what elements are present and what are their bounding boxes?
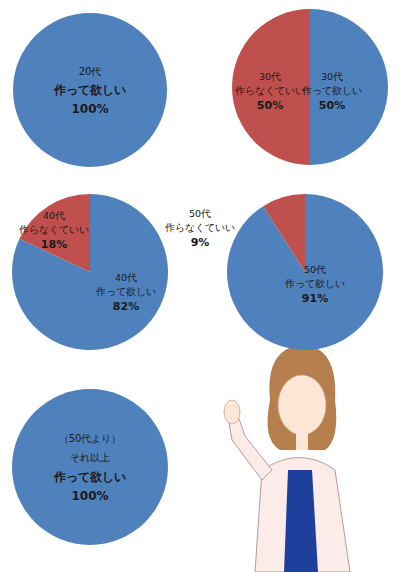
value-label: 91% [302,292,328,305]
value-label: 50% [257,99,283,112]
pie-chart: （50代より）それ以上作って欲しい 100% [12,389,168,545]
slice [12,194,168,350]
pie-chart: 50代作って欲しい 91% 50代作らなくていい 9% [164,194,383,350]
labels: 40代作って欲しい 82% 40代作らなくていい 18% [18,210,156,313]
labels: （50代より）それ以上作って欲しい 100% [53,433,126,503]
hair [268,345,337,450]
slice-label: 40代作って欲しい [95,272,156,297]
labels: 20代作って欲しい 100% [53,66,126,117]
value-label: 100% [71,102,108,116]
labels: 50代作って欲しい 91% 50代作らなくていい 9% [164,208,345,305]
value-label: 82% [113,300,139,313]
slice [13,13,167,167]
labels: 30代作って欲しい 50% 30代作らなくていい 50% [234,71,362,112]
slice [12,389,168,545]
value-label: 18% [41,238,67,251]
slice [263,194,305,272]
slice-label: 40代作らなくていい [18,210,89,235]
slice [227,194,383,350]
arm [228,416,272,480]
value-label: 9% [191,236,210,249]
hand [224,400,240,424]
pie-chart: 20代作って欲しい 100% [13,13,167,167]
top [284,470,318,572]
slice-label: 20代作って欲しい [53,66,126,98]
jacket [255,458,350,572]
slice-label: 30代作らなくていい [234,71,305,96]
page: 20代作って欲しい 100% 30代作って欲しい 50% 30代作らなくていい 50% 40… [0,0,398,572]
slice-label: 50代作らなくていい [164,208,235,233]
neck [296,432,308,450]
slice-label: 50代作って欲しい [284,264,345,289]
pie-chart: 30代作って欲しい 50% 30代作らなくていい 50% [232,9,388,165]
slice-label: 30代作って欲しい [301,71,362,96]
value-label: 100% [71,489,108,503]
pie-chart: 40代作って欲しい 82% 40代作らなくていい 18% [12,194,168,350]
face [278,375,326,435]
slices [232,9,388,165]
slices [12,389,168,545]
slices [12,194,168,350]
slices [13,13,167,167]
value-label: 50% [319,99,345,112]
slice [232,9,310,165]
slices [227,194,383,350]
slice-label: （50代より）それ以上作って欲しい [53,433,126,484]
illustration [224,345,350,572]
fringe [280,358,325,390]
